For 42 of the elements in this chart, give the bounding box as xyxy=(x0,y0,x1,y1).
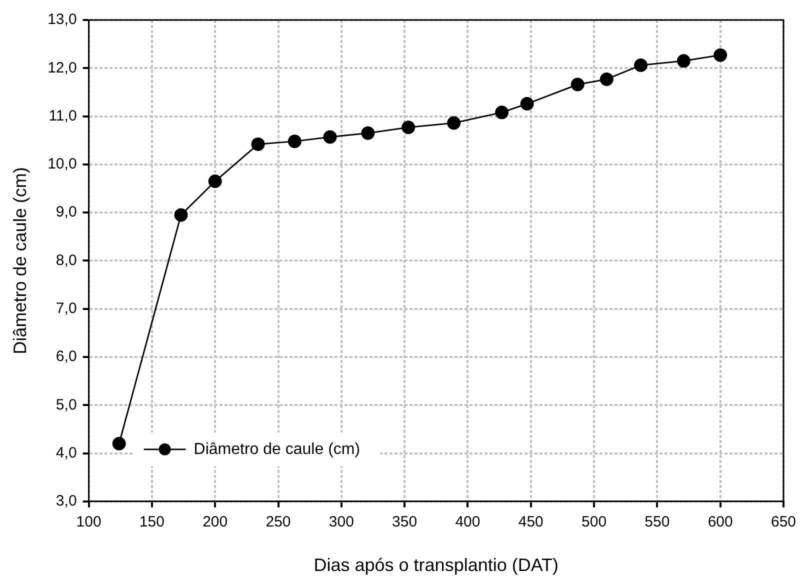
point xyxy=(634,58,648,72)
y-tick-label: 12,0 xyxy=(48,59,77,76)
x-tick-label: 650 xyxy=(770,514,796,531)
y-tick-label: 8,0 xyxy=(56,252,77,269)
x-tick-label: 150 xyxy=(139,514,164,531)
x-axis-title: Dias após o transplantio (DAT) xyxy=(314,555,559,576)
point xyxy=(208,174,222,188)
point xyxy=(361,126,375,140)
x-tick-label: 450 xyxy=(518,514,544,531)
point xyxy=(112,436,126,450)
point xyxy=(323,130,337,144)
point xyxy=(570,78,584,92)
point xyxy=(447,116,461,130)
point xyxy=(174,208,188,222)
y-tick-label: 9,0 xyxy=(56,204,77,221)
point xyxy=(495,106,509,120)
point xyxy=(402,120,416,134)
legend-label: Diâmetro de caule (cm) xyxy=(194,440,360,458)
y-tick-label: 13,0 xyxy=(48,11,77,28)
y-tick-label: 7,0 xyxy=(56,300,77,317)
x-tick-label: 500 xyxy=(582,514,607,531)
y-tick-label: 6,0 xyxy=(56,348,77,366)
point xyxy=(676,54,690,68)
y-tick-label: 10,0 xyxy=(48,156,77,173)
x-tick-label: 300 xyxy=(328,514,354,531)
y-tick-label: 3,0 xyxy=(56,492,77,510)
point xyxy=(600,72,614,86)
y-tick-label: 11,0 xyxy=(48,107,77,124)
point xyxy=(520,97,534,111)
point xyxy=(251,137,265,151)
point xyxy=(288,134,302,148)
y-tick-label: 4,0 xyxy=(56,444,77,462)
point xyxy=(714,48,728,62)
x-tick-label: 400 xyxy=(455,514,480,531)
y-axis-title: Diâmetro de caule (cm) xyxy=(10,167,30,354)
x-tick-label: 200 xyxy=(202,514,228,531)
x-tick-label: 550 xyxy=(644,514,670,531)
x-tick-label: 350 xyxy=(392,514,418,531)
y-tick-label: 5,0 xyxy=(56,396,77,414)
x-tick-label: 100 xyxy=(76,514,102,531)
x-tick-label: 250 xyxy=(266,514,291,531)
x-tick-label: 600 xyxy=(708,514,733,531)
